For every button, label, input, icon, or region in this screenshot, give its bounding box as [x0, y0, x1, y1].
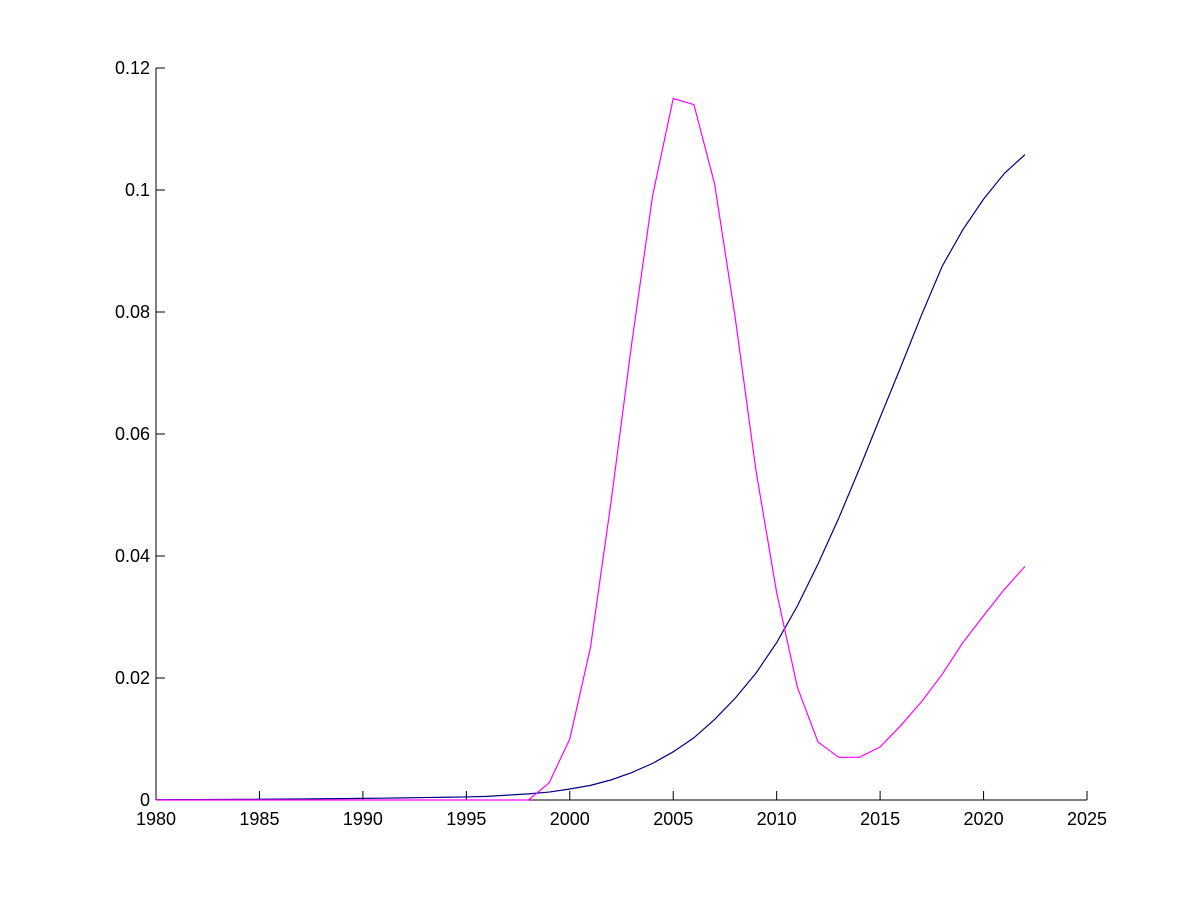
series-line: [155, 154, 1026, 801]
y-tick-label: 0.1: [125, 180, 150, 200]
x-tick-label: 1990: [343, 809, 383, 829]
x-tick-label: 1985: [239, 809, 279, 829]
y-tick-label: 0.04: [115, 546, 150, 566]
x-tick-label: 2005: [653, 809, 693, 829]
x-tick-label: 2015: [860, 809, 900, 829]
series-line: [156, 97, 1026, 801]
x-tick-label: 2000: [550, 809, 590, 829]
y-tick-label: 0.08: [115, 302, 150, 322]
y-tick-label: 0: [140, 790, 150, 810]
y-tick-label: 0.06: [115, 424, 150, 444]
x-tick-label: 2010: [757, 809, 797, 829]
x-tick-label: 1995: [446, 809, 486, 829]
y-tick-label: 0.02: [115, 668, 150, 688]
y-tick-label: 0.12: [115, 58, 150, 78]
x-tick-label: 2025: [1067, 809, 1107, 829]
x-tick-label: 2020: [964, 809, 1004, 829]
x-tick-label: 1980: [136, 809, 176, 829]
